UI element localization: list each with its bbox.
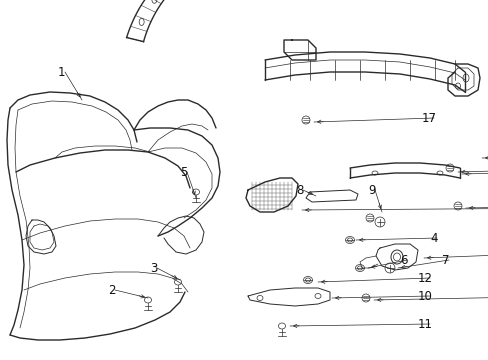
Text: 7: 7 xyxy=(441,253,448,266)
Text: 10: 10 xyxy=(417,289,432,302)
Text: 1: 1 xyxy=(58,66,65,78)
Text: 4: 4 xyxy=(429,231,437,244)
Text: 6: 6 xyxy=(399,253,407,266)
Text: 3: 3 xyxy=(150,261,157,274)
Text: 12: 12 xyxy=(417,271,432,284)
Text: 17: 17 xyxy=(421,112,436,125)
Text: 9: 9 xyxy=(367,184,375,197)
Text: 8: 8 xyxy=(295,184,303,197)
Text: 2: 2 xyxy=(108,284,115,297)
Text: 11: 11 xyxy=(417,318,432,330)
Text: 5: 5 xyxy=(180,166,187,179)
